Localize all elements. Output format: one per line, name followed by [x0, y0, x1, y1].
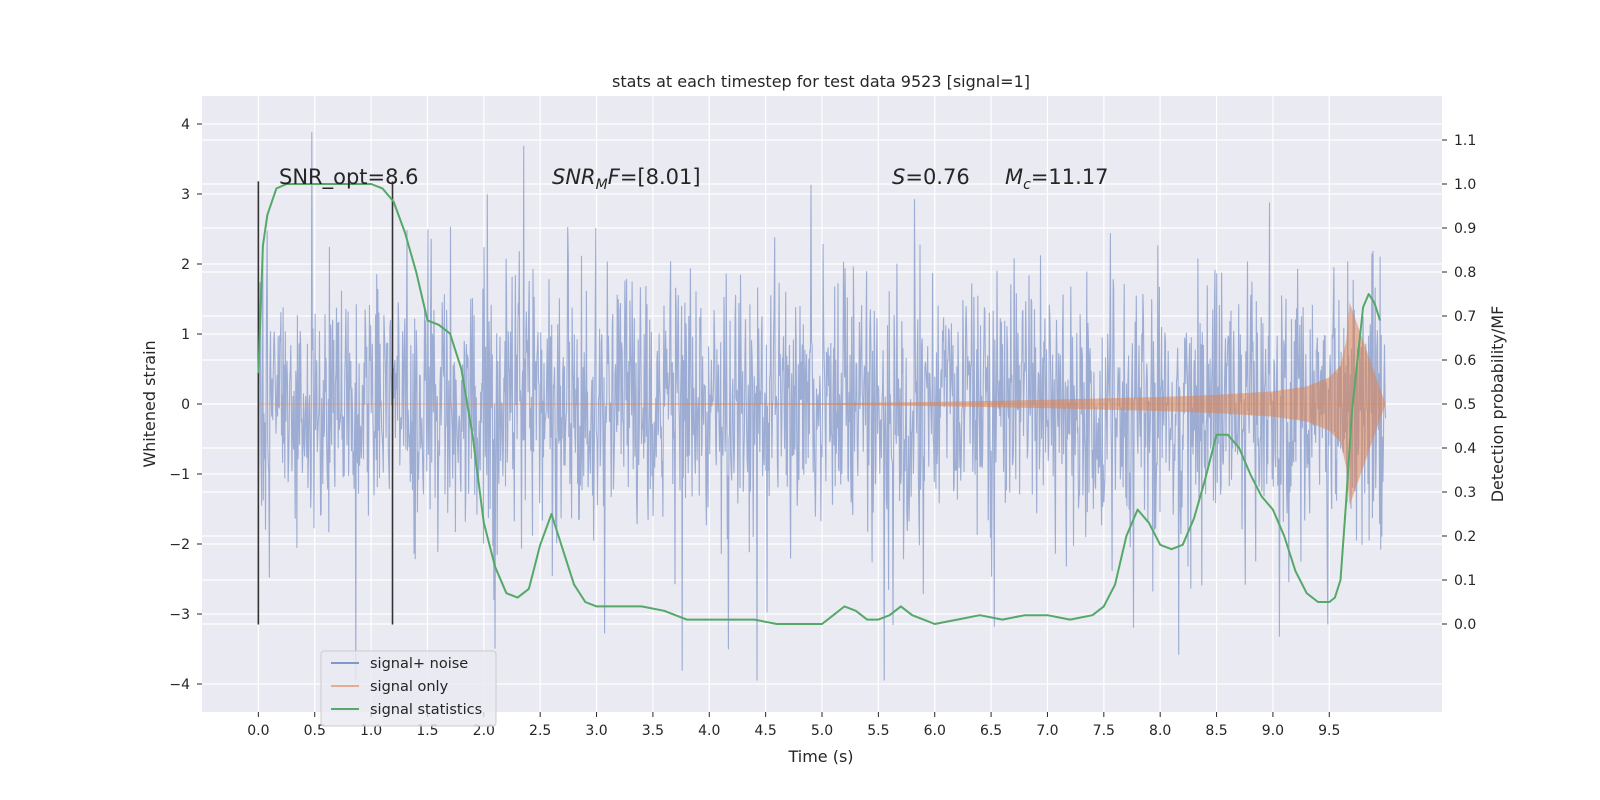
y-tick-label-5: −1: [169, 467, 190, 483]
yr-tick-label-10: 0.1: [1454, 573, 1476, 589]
x-tick-label-17: 8.5: [1205, 723, 1227, 739]
series-signal-noise: [257, 132, 1387, 681]
signal-series: [258, 302, 1386, 506]
yr-tick-label-8: 0.3: [1454, 485, 1476, 501]
annotation-s: S=0.76: [892, 165, 970, 189]
x-tick-label-18: 9.0: [1262, 723, 1284, 739]
x-tick-label-10: 5.0: [811, 723, 833, 739]
y-axis-label: Whitened strain: [140, 340, 159, 467]
x-tick-label-15: 7.5: [1093, 723, 1115, 739]
x-tick-label-11: 5.5: [867, 723, 889, 739]
x-tick-label-6: 3.0: [585, 723, 607, 739]
x-tick-label-2: 1.0: [360, 723, 382, 739]
annotations: SNR_opt=8.6 SNRMF=[8.01] S=0.76 Mc=11.17: [279, 165, 1109, 193]
x-tick-label-13: 6.5: [980, 723, 1002, 739]
yr-tick-label-2: 0.9: [1454, 221, 1476, 237]
yr-tick-label-6: 0.5: [1454, 397, 1476, 413]
y-tick-label-3: 1: [181, 327, 190, 343]
annotation-mc: Mc=11.17: [1005, 165, 1109, 193]
legend-label-stats: signal statistics: [370, 702, 482, 718]
legend: signal+ noise signal only signal statist…: [320, 650, 497, 727]
yr-tick-label-5: 0.6: [1454, 353, 1476, 369]
y-tick-label-4: 0: [181, 397, 190, 413]
y-tick-label-0: 4: [181, 117, 190, 133]
x-tick-label-0: 0.0: [247, 723, 269, 739]
yr-tick-label-7: 0.4: [1454, 441, 1476, 457]
y-tick-label-1: 3: [181, 187, 190, 203]
y-tick-label-2: 2: [181, 257, 190, 273]
annotation-snr-opt: SNR_opt=8.6: [279, 165, 419, 190]
x-tick-label-7: 3.5: [642, 723, 664, 739]
yr-tick-label-9: 0.2: [1454, 529, 1476, 545]
yr-tick-label-0: 1.1: [1454, 133, 1476, 149]
x-tick-label-1: 0.5: [304, 723, 326, 739]
yr-tick-label-3: 0.8: [1454, 265, 1476, 281]
x-tick-label-3: 1.5: [416, 723, 438, 739]
x-tick-label-5: 2.5: [529, 723, 551, 739]
yr-tick-label-11: 0.0: [1454, 617, 1476, 633]
yr-tick-label-1: 1.0: [1454, 177, 1476, 193]
legend-label-noise: signal+ noise: [370, 656, 468, 672]
noise-series: [257, 132, 1387, 681]
yr-tick-label-4: 0.7: [1454, 309, 1476, 325]
x-tick-label-14: 7.0: [1036, 723, 1058, 739]
x-tick-label-12: 6.0: [924, 723, 946, 739]
legend-label-signal: signal only: [370, 679, 449, 695]
y-tick-label-8: −4: [169, 677, 190, 693]
x-tick-label-19: 9.5: [1318, 723, 1340, 739]
x-tick-label-8: 4.0: [698, 723, 720, 739]
vertical-lines: [257, 181, 394, 625]
legend-box: [320, 650, 497, 727]
x-tick-label-4: 2.0: [473, 723, 495, 739]
x-tick-label-9: 4.5: [755, 723, 777, 739]
series-signal-statistics: [257, 183, 1381, 625]
x-axis-label: Time (s): [787, 747, 853, 766]
y-tick-label-7: −3: [169, 607, 190, 623]
y-tick-label-6: −2: [169, 537, 190, 553]
stats-series: [257, 183, 1381, 625]
annotation-snr-mf: SNRMF=[8.01]: [552, 165, 701, 193]
x-tick-label-16: 8.0: [1149, 723, 1171, 739]
y-axis-right-label: Detection probability/MF: [1488, 306, 1507, 503]
chart-title: stats at each timestep for test data 952…: [612, 72, 1030, 91]
axis-ticks: 0.0 0.5 1.0 1.5 2.0 2.5 3.0 3.5 4.0 4.5 5.0 5.5 6.0 6…: [169, 117, 1476, 739]
